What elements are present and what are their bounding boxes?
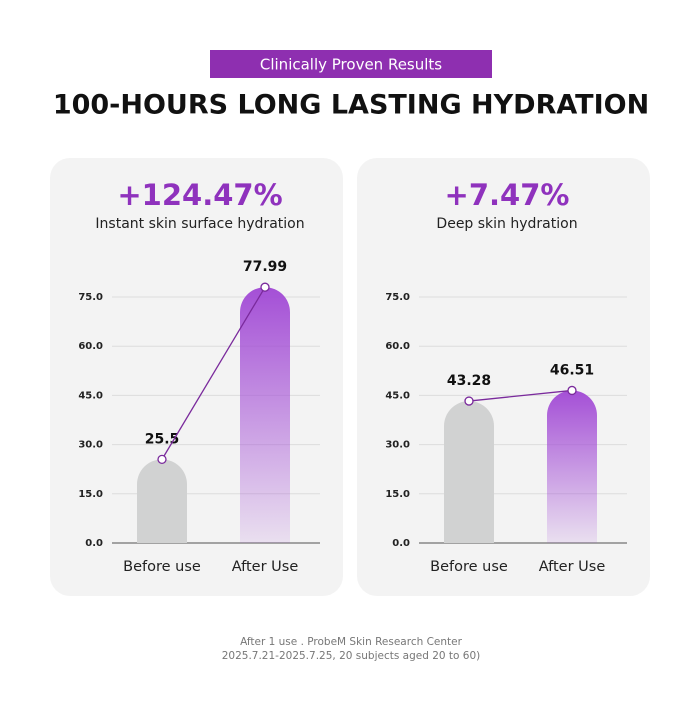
- footnote: 2025.7.21-2025.7.25, 20 subjects aged 20…: [222, 650, 481, 662]
- value-dot: [260, 282, 270, 292]
- connector-line: [468, 389, 573, 402]
- chart-panel: +7.47% Deep skin hydration 0.0 15.0 30.0 45.0…: [357, 158, 650, 596]
- headline: +124.47%: [117, 178, 282, 212]
- value-dot: [157, 454, 167, 465]
- subtitle: Deep skin hydration: [436, 216, 577, 232]
- bar: [137, 459, 187, 543]
- value-dot: [464, 396, 474, 406]
- value-dot: [567, 385, 577, 396]
- y-tick-label: 75.0: [385, 292, 410, 303]
- y-tick-label: 60.0: [78, 341, 103, 352]
- y-tick-label: 0.0: [85, 538, 103, 549]
- value-label: 43.28: [447, 373, 491, 389]
- y-tick-label: 30.0: [78, 440, 103, 451]
- chart-panel: +124.47% Instant skin surface hydration 0.…: [50, 158, 343, 596]
- x-tick-label: After Use: [232, 559, 299, 575]
- connector-line: [161, 286, 266, 460]
- y-tick-label: 30.0: [385, 440, 410, 451]
- badge: [210, 50, 492, 78]
- y-tick-label: 45.0: [78, 390, 103, 401]
- y-tick-label: 60.0: [385, 341, 410, 352]
- x-tick-label: Before use: [430, 559, 508, 575]
- badge-text: Clinically Proven Results: [260, 56, 442, 74]
- main-title: 100-HOURS LONG LASTING HYDRATION: [53, 90, 649, 121]
- value-label: 25.5: [145, 431, 180, 447]
- x-tick-label: Before use: [123, 559, 201, 575]
- bar: [547, 390, 597, 543]
- y-tick-label: 15.0: [78, 489, 103, 500]
- y-tick-label: 0.0: [392, 538, 410, 549]
- bar: [444, 401, 494, 543]
- y-tick-label: 45.0: [385, 390, 410, 401]
- y-tick-label: 15.0: [385, 489, 410, 500]
- bar: [240, 287, 290, 543]
- subtitle: Instant skin surface hydration: [95, 216, 304, 232]
- headline: +7.47%: [445, 178, 570, 212]
- value-label: 46.51: [550, 362, 594, 378]
- x-tick-label: After Use: [539, 559, 606, 575]
- value-label: 77.99: [243, 259, 287, 275]
- footnote: After 1 use . ProbeM Skin Research Cente…: [240, 636, 463, 648]
- y-tick-label: 75.0: [78, 292, 103, 303]
